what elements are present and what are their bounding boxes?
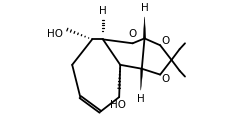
Text: H: H xyxy=(141,3,148,13)
Text: H: H xyxy=(99,6,107,16)
Polygon shape xyxy=(141,69,143,90)
Text: HO: HO xyxy=(110,100,126,110)
Polygon shape xyxy=(143,17,146,38)
Text: O: O xyxy=(162,36,170,46)
Text: HO: HO xyxy=(47,28,63,39)
Text: O: O xyxy=(162,74,170,84)
Text: O: O xyxy=(128,29,137,39)
Text: H: H xyxy=(137,94,145,104)
